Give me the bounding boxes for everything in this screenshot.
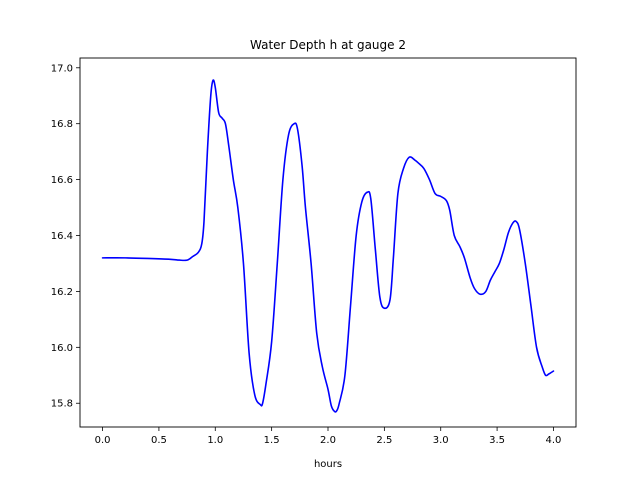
x-tick-label: 0.5 <box>151 435 167 446</box>
x-axis-label: hours <box>314 459 342 470</box>
y-tick-label: 16.0 <box>51 343 73 354</box>
y-tick-label: 16.6 <box>51 175 73 186</box>
y-tick-label: 16.2 <box>51 287 73 298</box>
chart-title: Water Depth h at gauge 2 <box>250 38 406 52</box>
x-tick-label: 3.0 <box>433 435 449 446</box>
x-tick-label: 1.0 <box>207 435 223 446</box>
y-tick-label: 15.8 <box>51 399 73 410</box>
x-tick-label: 0.0 <box>95 435 111 446</box>
y-tick-label: 16.4 <box>51 231 73 242</box>
x-tick-label: 4.0 <box>546 435 562 446</box>
y-tick-label: 17.0 <box>51 63 73 74</box>
x-tick-label: 2.0 <box>320 435 336 446</box>
x-tick-label: 1.5 <box>264 435 280 446</box>
y-tick-label: 16.8 <box>51 119 73 130</box>
x-tick-label: 3.5 <box>489 435 505 446</box>
x-tick-label: 2.5 <box>376 435 392 446</box>
series-line-0 <box>101 79 555 413</box>
